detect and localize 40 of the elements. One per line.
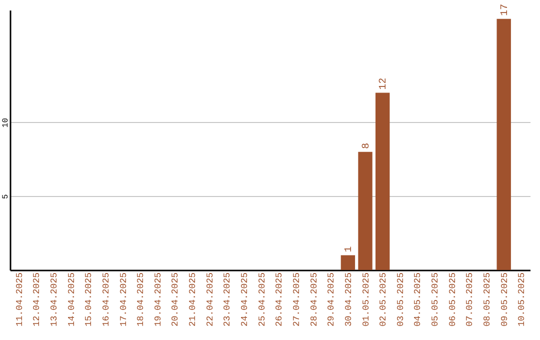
x-tick-label: 28.04.2025 xyxy=(309,272,320,327)
x-tick-label: 30.04.2025 xyxy=(344,272,354,327)
x-tick-label: 14.04.2025 xyxy=(66,272,77,327)
x-tick-label: 15.04.2025 xyxy=(84,272,94,327)
bar xyxy=(496,18,511,270)
x-tick-label: 01.05.2025 xyxy=(361,272,372,327)
x-tick-label: 22.04.2025 xyxy=(205,272,216,327)
x-tick-label: 07.05.2025 xyxy=(465,272,476,327)
x-tick-label: 25.04.2025 xyxy=(257,272,268,327)
data-label: 17 xyxy=(500,4,511,16)
x-tick-label: 27.04.2025 xyxy=(292,272,302,327)
x-tick-label: 23.04.2025 xyxy=(222,272,233,327)
x-tick-label: 18.04.2025 xyxy=(136,272,146,327)
x-tick-label: 12.04.2025 xyxy=(32,272,42,327)
x-tick-label: 05.05.2025 xyxy=(430,272,441,327)
bar xyxy=(375,92,390,270)
x-tick-label: 03.05.2025 xyxy=(396,272,406,327)
y-tick-label: 5 xyxy=(2,194,10,200)
x-tick-label: 04.05.2025 xyxy=(413,272,424,327)
x-tick-label: 06.05.2025 xyxy=(448,272,458,327)
x-tick-label: 20.04.2025 xyxy=(170,272,181,327)
x-tick-label: 13.04.2025 xyxy=(49,272,60,327)
x-tick-label: 24.04.2025 xyxy=(240,272,250,327)
data-label: 1 xyxy=(344,246,355,252)
x-tick-label: 29.04.2025 xyxy=(326,272,337,327)
x-tick-label: 02.05.2025 xyxy=(378,272,389,327)
x-tick-label: 10.05.2025 xyxy=(517,272,528,327)
x-tick-label: 16.04.2025 xyxy=(101,272,112,327)
bar xyxy=(340,255,356,270)
x-tick-label: 09.05.2025 xyxy=(500,272,510,327)
x-tick-label: 11.04.2025 xyxy=(14,272,25,327)
y-tick-label: 10 xyxy=(2,118,10,128)
bar xyxy=(358,152,372,270)
data-label: 8 xyxy=(361,142,372,149)
x-tick-label: 26.04.2025 xyxy=(274,272,285,327)
x-tick-label: 08.05.2025 xyxy=(482,272,493,327)
data-label: 12 xyxy=(378,78,390,90)
x-tick-label: 21.04.2025 xyxy=(188,272,198,327)
x-tick-label: 19.04.2025 xyxy=(153,272,164,327)
x-tick-label: 17.04.2025 xyxy=(118,272,129,327)
